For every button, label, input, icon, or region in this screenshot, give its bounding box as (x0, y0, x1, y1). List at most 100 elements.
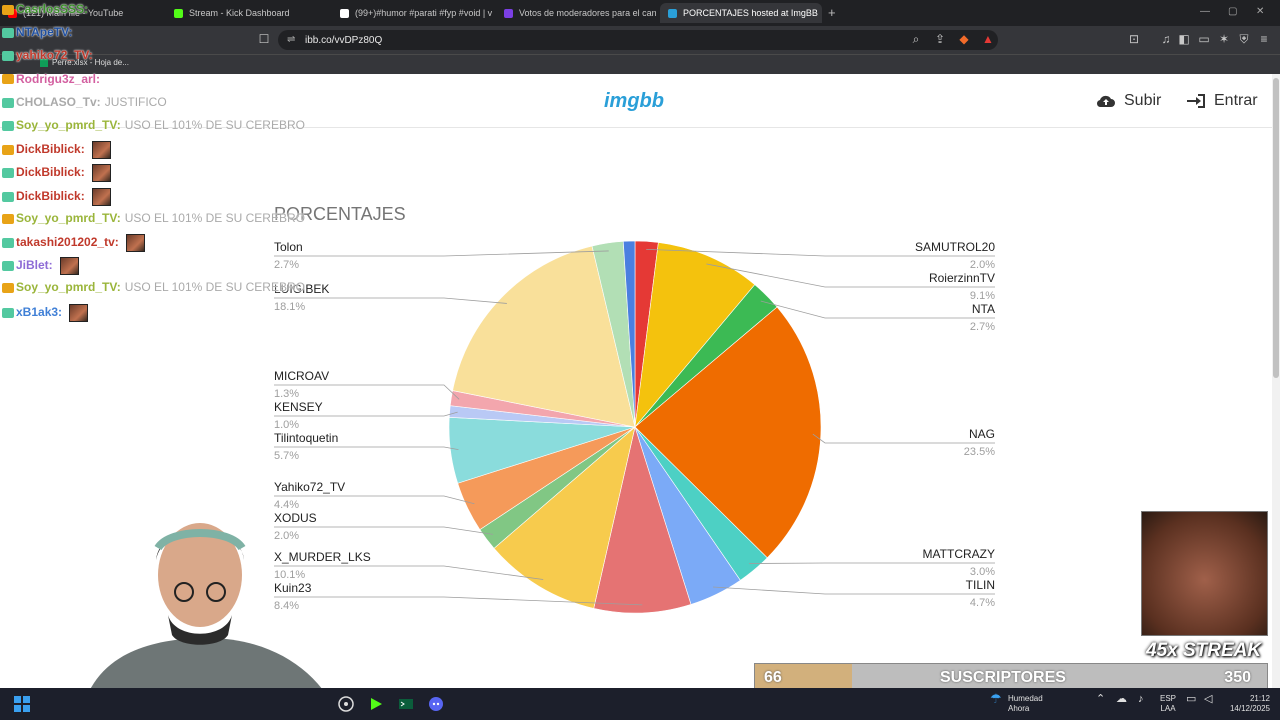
chat-username[interactable]: DickBiblick: (16, 142, 85, 157)
leader-line (712, 586, 995, 595)
brave-shield-icon[interactable]: ◆ (959, 32, 969, 46)
chat-username[interactable]: Rodrigu3z_arl: (16, 71, 101, 86)
leader-line (274, 250, 609, 257)
slice-percentage: 2.7% (970, 321, 995, 333)
slice-percentage: 2.7% (274, 259, 299, 271)
browser-tab-strip: (121) Main file - YouTube Stream - Kick … (0, 0, 1280, 26)
maximize-icon[interactable]: ▢ (1228, 6, 1238, 17)
network-icon[interactable]: ☁ (1116, 693, 1127, 705)
chat-badge-icon (2, 168, 14, 179)
microphone-icon[interactable]: ♪ (1138, 693, 1144, 705)
discord-icon[interactable] (428, 696, 444, 712)
chat-badge-icon (2, 307, 14, 318)
chat-username[interactable]: CHOLASO_Tv: (16, 94, 101, 109)
minimize-icon[interactable]: — (1200, 6, 1210, 17)
scrollbar-thumb[interactable] (1273, 78, 1279, 378)
bookmark-icon[interactable]: ☐ (258, 32, 270, 46)
slice-percentage: 18.1% (274, 301, 305, 313)
chat-text: USO EL 101% DE SU CEREBRO (124, 210, 305, 225)
chat-username[interactable]: NTApeTV: (16, 25, 73, 40)
chat-message: Soy_yo_pmrd_TV: USO EL 101% DE SU CEREBRO (2, 280, 305, 294)
address-toolbar: ⇌ ibb.co/vvDPz80Q (0, 26, 1280, 54)
site-info-icon[interactable]: ⇌ (287, 34, 296, 45)
display-icon[interactable]: ▭ (1186, 693, 1197, 705)
media-icon[interactable]: ♫ (1161, 32, 1171, 46)
vpn-icon[interactable]: ⛨ (1239, 32, 1249, 46)
slice-label: NTA (972, 302, 995, 316)
leader-line (274, 596, 643, 606)
slice-label: Tolon (274, 240, 303, 254)
chat-badge-icon (2, 28, 14, 39)
pie-slice (493, 426, 636, 609)
chat-username[interactable]: Soy_yo_pmrd_TV: (16, 280, 121, 295)
chat-text: JUSTIFICO (104, 94, 167, 109)
cloud-upload-icon (1096, 95, 1115, 108)
chat-badge-icon (2, 74, 14, 85)
chat-username[interactable]: yahiko72_TV: (16, 48, 93, 63)
weather-widget[interactable]: Humedad Ahora (1008, 694, 1043, 714)
share-icon[interactable]: ⇪ (934, 32, 946, 46)
bookmark-spreadsheet[interactable]: Perre.xlsx - Hoja de... (40, 58, 129, 67)
terminal-icon[interactable] (398, 696, 414, 712)
wallet-icon[interactable]: ▭ (1198, 32, 1210, 46)
slice-label: XODUS (274, 511, 317, 525)
chat-username[interactable]: JiBlet: (16, 258, 53, 273)
tab-mod-votes[interactable]: Votos de moderadores para el canal (496, 3, 656, 23)
chat-username[interactable]: Soy_yo_pmrd_TV: (16, 118, 121, 132)
login-button[interactable]: Entrar (1186, 92, 1258, 110)
kick-app-icon[interactable] (368, 696, 384, 712)
sub-label: SUSCRIPTORES (940, 669, 1066, 686)
windows-start-icon[interactable] (14, 696, 30, 712)
chat-message: Soy_yo_pmrd_TV: USO EL 101% DE SU CEREBRO (2, 211, 305, 225)
new-tab-button[interactable]: + (828, 5, 836, 20)
chat-username[interactable]: Soy_yo_pmrd_TV: (16, 210, 121, 225)
leader-line (274, 526, 494, 535)
chat-message: CasrlosSSS: (2, 2, 92, 16)
weather-icon[interactable]: ☂ (990, 691, 1002, 706)
obs-icon[interactable] (338, 696, 354, 712)
chat-username[interactable]: takashi201202_tv: (16, 235, 119, 250)
imgbb-logo[interactable]: imgbb (604, 90, 664, 112)
tab-tiktok[interactable]: (99+)#humor #parati #fyp #void | vo (332, 3, 492, 23)
chat-emote-icon (91, 141, 111, 160)
chat-username[interactable]: CasrlosSSS: (16, 2, 89, 16)
leader-line (749, 562, 995, 564)
clock[interactable]: 21:12 14/12/2025 (1229, 694, 1270, 713)
chat-username[interactable]: DickBiblick: (16, 165, 85, 180)
tray-overflow-icon[interactable]: ⌃ (1096, 693, 1106, 705)
brave-rewards-icon[interactable]: ▲ (982, 32, 994, 46)
tab-imgbb[interactable]: PORCENTAJES hosted at ImgBB ✕ (660, 3, 822, 23)
language-indicator[interactable]: ESP LAA (1160, 694, 1177, 713)
sidebar-icon[interactable]: ◧ (1178, 32, 1190, 46)
sheets-icon (40, 58, 48, 67)
stream-chat-overlay: CasrlosSSS: NTApeTV: yahiko72_TV: Rodrigu3z… (0, 0, 340, 322)
page-scrollbar[interactable] (1272, 74, 1280, 688)
chat-badge-icon (2, 283, 14, 294)
slice-label: RoierzinnTV (929, 271, 995, 285)
slice-label: MATTCRAZY (923, 547, 995, 561)
slice-percentage: 3.0% (970, 566, 995, 578)
tab-kick-dashboard[interactable]: Stream - Kick Dashboard (166, 3, 328, 23)
zoom-icon[interactable]: ⌕ (912, 32, 920, 46)
leo-icon[interactable]: ✶ (1218, 32, 1230, 46)
chat-username[interactable]: xB1ak3: (16, 304, 63, 319)
laughing-meme-image (1141, 511, 1268, 636)
chat-message: JiBlet: (2, 257, 79, 276)
slice-percentage: 8.4% (274, 600, 299, 612)
chat-username[interactable]: DickBiblick: (16, 188, 85, 203)
volume-icon[interactable]: ◁ (1204, 693, 1213, 705)
leader-line (706, 263, 995, 288)
chat-badge-icon (2, 261, 14, 272)
pie-slice (634, 242, 756, 428)
url-field[interactable]: ⇌ ibb.co/vvDPz80Q (278, 30, 998, 50)
upload-button[interactable]: Subir (1096, 92, 1161, 110)
forms-icon (504, 8, 513, 18)
screenshot-icon[interactable]: ⊡ (1128, 32, 1140, 46)
slice-percentage: 4.7% (970, 597, 995, 609)
slice-percentage: 2.0% (970, 259, 995, 271)
menu-icon[interactable]: ≡ (1260, 32, 1268, 46)
slice-label: LUIGIBEK (274, 282, 329, 296)
close-window-icon[interactable]: ✕ (1256, 6, 1265, 17)
kick-icon (174, 8, 183, 18)
chat-emote-icon (91, 164, 111, 183)
